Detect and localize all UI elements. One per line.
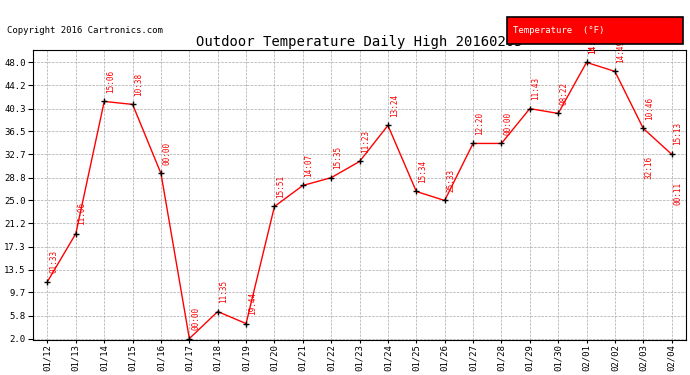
- Text: 14:49: 14:49: [617, 39, 626, 63]
- Text: 25:33: 25:33: [446, 168, 455, 192]
- Text: 00:00: 00:00: [503, 111, 512, 135]
- Text: 11:35: 11:35: [219, 280, 228, 303]
- Text: 15:35: 15:35: [333, 146, 342, 169]
- Text: 15:13: 15:13: [673, 122, 682, 146]
- Text: 14:07: 14:07: [304, 153, 313, 177]
- Text: 11:06: 11:06: [77, 201, 86, 225]
- Text: 12:20: 12:20: [475, 111, 484, 135]
- Text: 11:23: 11:23: [362, 129, 371, 153]
- Text: 00:00: 00:00: [163, 141, 172, 165]
- Text: 08:22: 08:22: [560, 81, 569, 105]
- Text: 15:06: 15:06: [106, 69, 115, 93]
- Text: 13:24: 13:24: [390, 93, 399, 117]
- Text: 15:51: 15:51: [276, 174, 285, 198]
- Text: 11:43: 11:43: [531, 76, 540, 100]
- Text: Temperature  (°F): Temperature (°F): [513, 26, 604, 35]
- Text: 14:20: 14:20: [589, 30, 598, 54]
- Text: Copyright 2016 Cartronics.com: Copyright 2016 Cartronics.com: [7, 26, 163, 35]
- Text: 10:46: 10:46: [645, 96, 654, 120]
- Text: 15:34: 15:34: [418, 159, 427, 183]
- Text: 32:16: 32:16: [645, 156, 654, 179]
- Text: 00:00: 00:00: [191, 307, 200, 330]
- Text: 01:33: 01:33: [49, 250, 58, 273]
- Text: 00:11: 00:11: [673, 182, 682, 205]
- Title: Outdoor Temperature Daily High 20160205: Outdoor Temperature Daily High 20160205: [196, 35, 523, 49]
- Text: 14:20: 14:20: [589, 30, 598, 54]
- Text: 19:44: 19:44: [248, 292, 257, 315]
- Text: 10:38: 10:38: [135, 72, 144, 96]
